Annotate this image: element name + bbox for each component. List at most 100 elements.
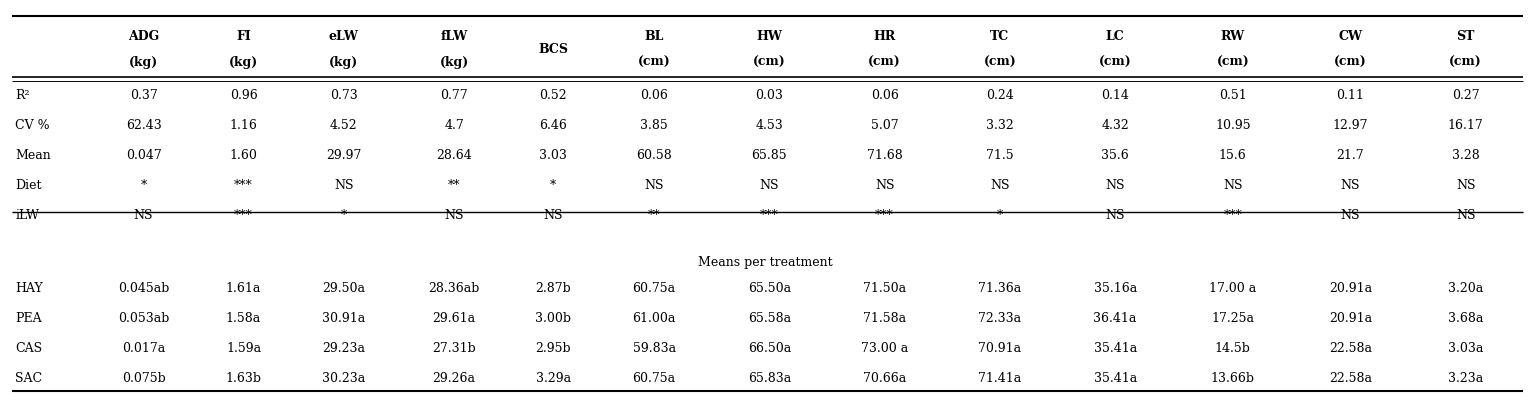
Text: 66.50a: 66.50a — [747, 341, 792, 354]
Text: 60.58: 60.58 — [637, 148, 672, 161]
Text: 73.00 a: 73.00 a — [860, 341, 908, 354]
Text: ***: *** — [876, 208, 894, 221]
Text: 1.59a: 1.59a — [227, 341, 262, 354]
Text: 0.37: 0.37 — [130, 88, 158, 101]
Text: 70.66a: 70.66a — [863, 371, 906, 384]
Text: 1.60: 1.60 — [230, 148, 257, 161]
Text: (cm): (cm) — [868, 55, 902, 68]
Text: NS: NS — [874, 178, 894, 191]
Text: *: * — [141, 178, 147, 191]
Text: 0.047: 0.047 — [126, 148, 161, 161]
Text: (cm): (cm) — [753, 55, 785, 68]
Text: 0.51: 0.51 — [1219, 88, 1246, 101]
Text: NS: NS — [133, 208, 153, 221]
Text: 0.03: 0.03 — [755, 88, 784, 101]
Text: R²: R² — [15, 88, 29, 101]
Text: ***: *** — [234, 208, 253, 221]
Text: 2.95b: 2.95b — [536, 341, 571, 354]
Text: NS: NS — [991, 178, 1009, 191]
Text: (cm): (cm) — [1099, 55, 1131, 68]
Text: NS: NS — [544, 208, 563, 221]
Text: NS: NS — [1456, 208, 1476, 221]
Text: 4.53: 4.53 — [755, 118, 784, 131]
Text: 62.43: 62.43 — [126, 118, 161, 131]
Text: CV %: CV % — [15, 118, 51, 131]
Text: **: ** — [648, 208, 660, 221]
Text: 35.41a: 35.41a — [1093, 371, 1138, 384]
Text: RW: RW — [1220, 30, 1245, 43]
Text: 71.68: 71.68 — [867, 148, 903, 161]
Text: NS: NS — [1223, 178, 1243, 191]
Text: 0.24: 0.24 — [986, 88, 1014, 101]
Text: 16.17: 16.17 — [1448, 118, 1484, 131]
Text: 0.075b: 0.075b — [121, 371, 165, 384]
Text: 36.41a: 36.41a — [1093, 311, 1138, 324]
Text: 71.50a: 71.50a — [863, 282, 906, 295]
Text: *: * — [340, 208, 346, 221]
Text: NS: NS — [1341, 208, 1360, 221]
Text: eLW: eLW — [329, 30, 358, 43]
Text: 0.73: 0.73 — [329, 88, 357, 101]
Text: fLW: fLW — [441, 30, 467, 43]
Text: 0.27: 0.27 — [1451, 88, 1479, 101]
Text: 3.68a: 3.68a — [1448, 311, 1484, 324]
Text: HR: HR — [874, 30, 896, 43]
Text: (kg): (kg) — [439, 55, 468, 68]
Text: 12.97: 12.97 — [1332, 118, 1369, 131]
Text: 3.23a: 3.23a — [1448, 371, 1484, 384]
Text: (cm): (cm) — [638, 55, 671, 68]
Text: 65.85: 65.85 — [752, 148, 787, 161]
Text: 29.50a: 29.50a — [322, 282, 364, 295]
Text: 0.053ab: 0.053ab — [118, 311, 170, 324]
Text: 71.41a: 71.41a — [978, 371, 1021, 384]
Text: Means per treatment: Means per treatment — [698, 255, 833, 268]
Text: NS: NS — [1105, 208, 1125, 221]
Text: 21.7: 21.7 — [1337, 148, 1364, 161]
Text: 35.6: 35.6 — [1101, 148, 1128, 161]
Text: 17.25a: 17.25a — [1211, 311, 1254, 324]
Text: 0.77: 0.77 — [441, 88, 468, 101]
Text: 1.16: 1.16 — [230, 118, 257, 131]
Text: NS: NS — [1341, 178, 1360, 191]
Text: 22.58a: 22.58a — [1329, 371, 1372, 384]
Text: 61.00a: 61.00a — [632, 311, 675, 324]
Text: ***: *** — [1223, 208, 1242, 221]
Text: (cm): (cm) — [1334, 55, 1367, 68]
Text: 29.61a: 29.61a — [432, 311, 476, 324]
Text: 0.52: 0.52 — [539, 88, 566, 101]
Text: FI: FI — [236, 30, 251, 43]
Text: 20.91a: 20.91a — [1329, 311, 1372, 324]
Text: (kg): (kg) — [230, 55, 259, 68]
Text: 59.83a: 59.83a — [632, 341, 675, 354]
Text: BL: BL — [645, 30, 664, 43]
Text: 3.85: 3.85 — [640, 118, 668, 131]
Text: 0.11: 0.11 — [1337, 88, 1364, 101]
Text: Mean: Mean — [15, 148, 51, 161]
Text: Diet: Diet — [15, 178, 41, 191]
Text: 29.97: 29.97 — [326, 148, 361, 161]
Text: 71.36a: 71.36a — [978, 282, 1021, 295]
Text: SAC: SAC — [15, 371, 43, 384]
Text: 1.58a: 1.58a — [227, 311, 262, 324]
Text: *: * — [550, 178, 556, 191]
Text: 29.26a: 29.26a — [433, 371, 476, 384]
Text: 22.58a: 22.58a — [1329, 341, 1372, 354]
Text: NS: NS — [759, 178, 779, 191]
Text: 3.28: 3.28 — [1451, 148, 1479, 161]
Text: 1.63b: 1.63b — [225, 371, 262, 384]
Text: 0.06: 0.06 — [871, 88, 899, 101]
Text: 2.87b: 2.87b — [536, 282, 571, 295]
Text: LC: LC — [1105, 30, 1125, 43]
Text: 3.00b: 3.00b — [536, 311, 571, 324]
Text: ***: *** — [759, 208, 779, 221]
Text: 35.41a: 35.41a — [1093, 341, 1138, 354]
Text: 6.46: 6.46 — [539, 118, 566, 131]
Text: PEA: PEA — [15, 311, 41, 324]
Text: 28.64: 28.64 — [436, 148, 472, 161]
Text: 0.14: 0.14 — [1101, 88, 1128, 101]
Text: NS: NS — [444, 208, 464, 221]
Text: (cm): (cm) — [983, 55, 1017, 68]
Text: 14.5b: 14.5b — [1216, 341, 1251, 354]
Text: 71.5: 71.5 — [986, 148, 1014, 161]
Text: 0.045ab: 0.045ab — [118, 282, 170, 295]
